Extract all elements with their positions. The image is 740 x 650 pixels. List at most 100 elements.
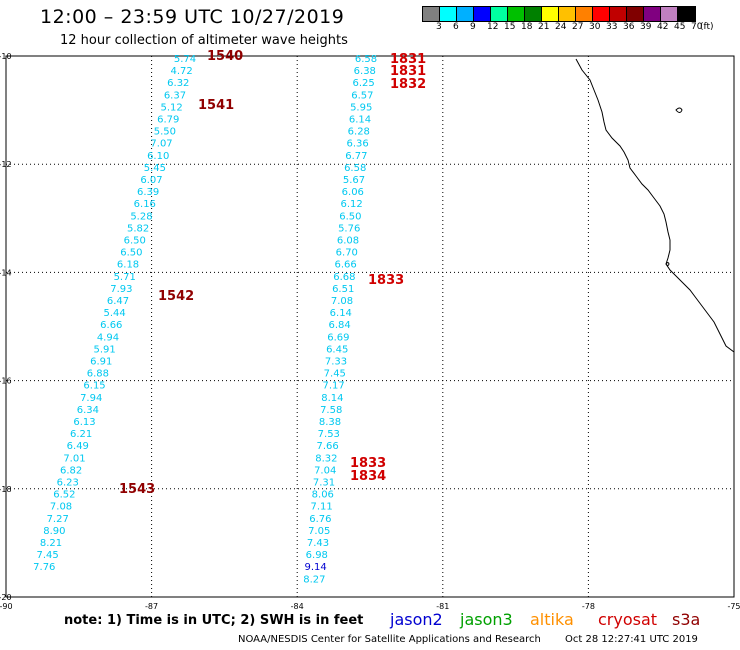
wave-height-value: 5.67 [343,175,365,186]
wave-height-value: 6.13 [73,417,95,428]
colorbar-swatch [559,7,576,21]
wave-height-value: 7.45 [37,550,59,561]
footer-credit: NOAA/NESDIS Center for Satellite Applica… [238,634,541,645]
wave-height-value: 6.82 [60,465,82,476]
colorbar-swatch [440,7,457,21]
y-tick-label: -20 [0,593,12,602]
wave-height-value: 6.57 [351,90,373,101]
wave-height-value: 6.49 [67,441,89,452]
colorbar-tick-label: 27 [572,22,584,32]
pass-time-label: 1541 [198,98,234,113]
y-tick-label: -16 [0,377,12,386]
wave-height-value: 6.39 [137,187,159,198]
y-tick-label: -12 [0,160,12,169]
wave-height-value: 9.14 [304,562,326,573]
wave-height-value: 5.95 [350,102,372,113]
wave-height-value: 6.77 [345,151,367,162]
wave-height-value: 7.11 [310,502,332,513]
wave-height-value: 6.58 [344,163,366,174]
colorbar-swatch [508,7,525,21]
wave-height-value: 7.76 [33,562,55,573]
x-tick-label: -78 [582,602,595,611]
pass-time-label: 1543 [119,482,155,497]
pass-time-label: 1540 [207,49,243,64]
wave-height-value: 6.91 [90,357,112,368]
colorbar-swatch [457,7,474,21]
colorbar-tick-label: 3 [436,22,442,32]
x-tick-label: -84 [291,602,304,611]
legend-s3a: s3a [672,610,701,629]
wave-height-value: 5.50 [154,127,176,138]
wave-height-value: 6.50 [120,248,142,259]
colorbar-tick-label: 70 [691,22,703,32]
wave-height-value: 6.14 [349,115,371,126]
wave-height-value: 6.98 [306,550,328,561]
colorbar-swatch [593,7,610,21]
colorbar-tick-label: 42 [657,22,669,32]
wave-height-value: 6.06 [342,187,364,198]
wave-height-value: 7.45 [324,369,346,380]
colorbar-tick-label: 18 [521,22,533,32]
x-tick-label: -87 [145,602,158,611]
wave-height-value: 5.82 [127,223,149,234]
legend-jason2: jason2 [390,610,443,629]
wave-height-value: 6.37 [164,90,186,101]
wave-height-value: 6.50 [124,236,146,247]
wave-height-value: 8.27 [303,574,325,585]
colorbar-swatch [627,7,644,21]
y-tick-label: -14 [0,268,12,277]
coastline [575,58,735,353]
wave-height-value: 7.94 [80,393,102,404]
wave-height-value: 4.94 [97,332,119,343]
wave-height-value: 7.05 [308,526,330,537]
wave-height-value: 7.27 [47,514,69,525]
wave-height-value: 8.14 [321,393,343,404]
wave-height-value: 6.58 [355,54,377,65]
wave-height-value: 7.17 [322,381,344,392]
legend-cryosat: cryosat [598,610,658,629]
wave-height-value: 7.93 [110,284,132,295]
colorbar-swatch [576,7,593,21]
wave-height-value: 5.91 [93,344,115,355]
colorbar-tick-label: 12 [487,22,499,32]
wave-height-value: 5.28 [130,211,152,222]
colorbar-tick-label: 24 [555,22,567,32]
wave-height-value: 6.51 [332,284,354,295]
wave-height-value: 4.72 [171,66,193,77]
colorbar-swatch [610,7,627,21]
pass-time-label: 1831 [390,64,426,79]
colorbar-swatch [491,7,508,21]
wave-height-value: 6.47 [107,296,129,307]
wave-height-value: 6.23 [57,478,79,489]
wave-height-value: 8.06 [312,490,334,501]
wave-height-value: 6.68 [333,272,355,283]
colorbar-tick-label: (ft) [700,22,714,32]
island [665,262,670,266]
wave-height-value: 7.04 [314,465,336,476]
y-tick-label: -10 [0,52,12,61]
footer-timestamp: Oct 28 12:27:41 UTC 2019 [565,634,698,645]
colorbar-tick-label: 9 [470,22,476,32]
pass-time-label: 1831 [390,52,426,67]
wave-height-value: 6.32 [167,78,189,89]
wave-height-value: 5.74 [174,54,196,65]
colorbar-swatch [644,7,661,21]
wave-height-value: 5.12 [160,102,182,113]
wave-height-value: 6.79 [157,115,179,126]
wave-height-value: 7.08 [331,296,353,307]
colorbar-swatch [542,7,559,21]
colorbar-swatch [661,7,678,21]
wave-height-value: 6.88 [87,369,109,380]
colorbar-tick-label: 15 [504,22,516,32]
x-tick-label: -81 [436,602,449,611]
colorbar [422,6,696,22]
wave-height-value: 7.07 [150,139,172,150]
wave-height-value: 7.43 [307,538,329,549]
wave-height-value: 6.15 [83,381,105,392]
wave-height-value: 7.58 [320,405,342,416]
pass-time-label: 1833 [350,456,386,471]
wave-height-value: 6.10 [147,151,169,162]
pass-time-label: 1832 [390,77,426,92]
wave-height-value: 6.21 [70,429,92,440]
wave-height-value: 6.18 [117,260,139,271]
